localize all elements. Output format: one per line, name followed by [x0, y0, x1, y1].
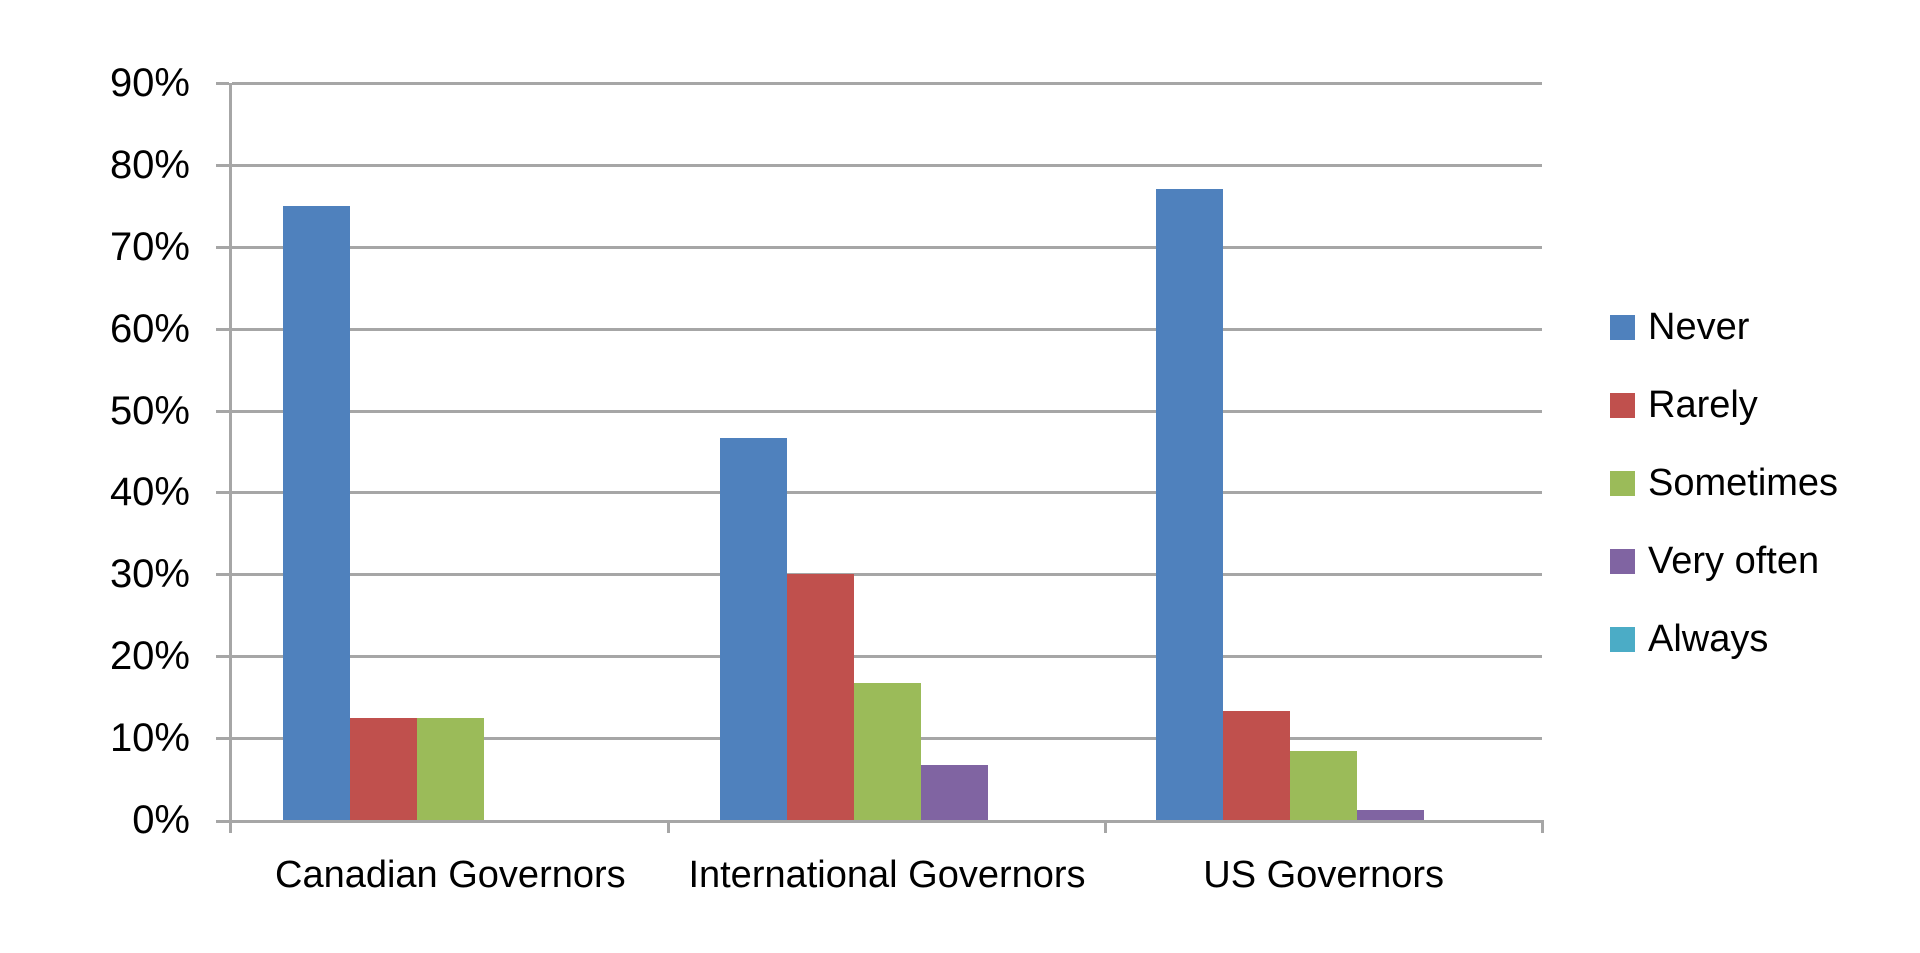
y-tick-label: 80%	[109, 142, 190, 187]
gridline	[232, 327, 1542, 331]
bar-never-us-governors	[1156, 188, 1224, 820]
bar-group-international-governors	[719, 437, 1055, 820]
y-tick-label: 10%	[109, 716, 190, 761]
gridline	[232, 82, 1542, 85]
legend-item-always: Always	[1610, 614, 1838, 664]
bar-group-canadian-governors	[282, 205, 618, 820]
y-axis-tick	[216, 655, 229, 659]
legend-label: Never	[1648, 305, 1750, 348]
y-axis-tick	[216, 82, 229, 85]
legend-label: Sometimes	[1648, 461, 1839, 504]
legend-label: Very often	[1648, 539, 1820, 582]
y-axis-tick	[216, 573, 229, 577]
legend-item-sometimes: Sometimes	[1610, 458, 1838, 508]
gridline	[232, 655, 1542, 659]
gridline	[232, 409, 1542, 413]
y-axis-tick	[216, 491, 229, 495]
bar-sometimes-us-governors	[1290, 751, 1358, 820]
category-label: Canadian Governors	[275, 854, 626, 896]
legend-swatch-never	[1610, 314, 1635, 340]
bar-very-often-us-governors	[1357, 810, 1425, 820]
bar-sometimes-international-governors	[853, 683, 921, 820]
x-axis-tick	[1540, 820, 1544, 833]
category-label: US Governors	[1203, 854, 1445, 896]
y-axis-tick	[216, 327, 229, 331]
bar-rarely-international-governors	[786, 574, 854, 820]
category-label: International Governors	[688, 854, 1086, 896]
y-axis-line	[229, 83, 232, 833]
y-tick-label: 90%	[109, 61, 190, 105]
y-tick-label: 60%	[109, 306, 190, 351]
x-axis-tick	[1103, 820, 1107, 833]
legend-label: Always	[1648, 617, 1769, 660]
legend-item-rarely: Rarely	[1610, 380, 1838, 430]
y-tick-label: 30%	[109, 552, 190, 597]
bar-rarely-us-governors	[1223, 711, 1291, 820]
legend-label: Rarely	[1648, 383, 1758, 426]
plot-area	[232, 82, 1542, 820]
bar-very-often-international-governors	[920, 765, 988, 820]
legend: Never Rarely Sometimes Very often Always	[1610, 302, 1838, 692]
y-tick-label: 0%	[132, 798, 190, 842]
bar-sometimes-canadian-governors	[416, 717, 484, 820]
legend-swatch-sometimes	[1610, 470, 1635, 496]
gridline	[232, 245, 1542, 249]
x-axis-tick	[667, 820, 671, 833]
x-axis-line	[216, 820, 1542, 823]
y-tick-label: 50%	[109, 388, 190, 433]
legend-swatch-always	[1610, 626, 1635, 652]
bar-group-us-governors	[1156, 188, 1491, 820]
legend-swatch-very-often	[1610, 548, 1635, 574]
bar-rarely-canadian-governors	[349, 717, 417, 820]
legend-item-very-often: Very often	[1610, 536, 1838, 586]
bar-never-canadian-governors	[282, 205, 350, 820]
y-tick-label: 40%	[109, 470, 190, 515]
y-tick-label: 20%	[109, 634, 190, 679]
gridline	[232, 491, 1542, 495]
bar-never-international-governors	[719, 437, 787, 820]
y-axis-tick	[216, 737, 229, 741]
y-tick-label: 70%	[109, 224, 190, 269]
y-axis-tick	[216, 409, 229, 413]
y-axis-tick	[216, 245, 229, 249]
gridline	[232, 573, 1542, 577]
y-axis-tick	[216, 163, 229, 167]
legend-swatch-rarely	[1610, 392, 1635, 418]
legend-item-never: Never	[1610, 302, 1838, 352]
gridline	[232, 163, 1542, 167]
